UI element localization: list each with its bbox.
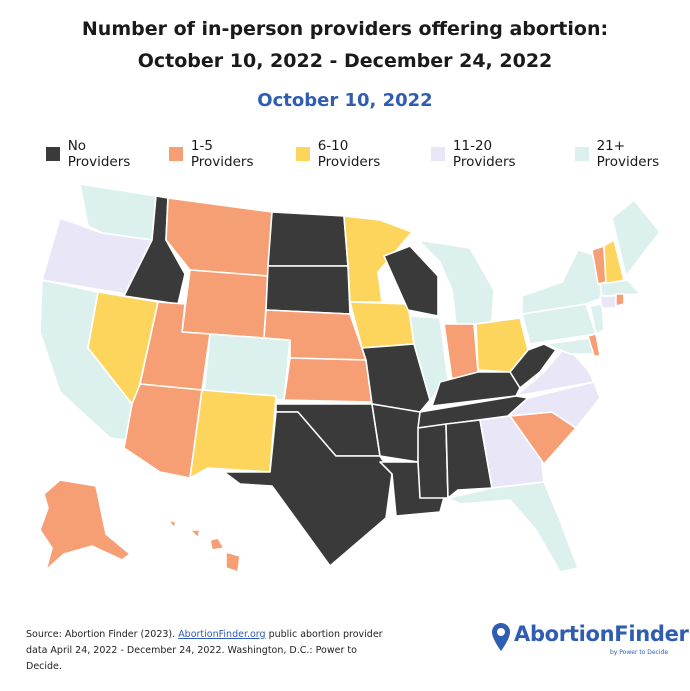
legend-label: No Providers bbox=[67, 138, 131, 170]
chart-title-line2: October 10, 2022 - December 24, 2022 bbox=[137, 50, 553, 72]
logo-tagline: by Power to Decide bbox=[610, 649, 669, 656]
legend-item-11-20: 11-20 Providers bbox=[431, 138, 557, 170]
legend-label: 11-20 Providers bbox=[452, 138, 516, 170]
legend-label: 1-5 Providers bbox=[190, 138, 254, 170]
state-WI bbox=[383, 245, 439, 317]
legend-swatch bbox=[46, 147, 60, 161]
state-MT bbox=[165, 197, 273, 277]
state-AL bbox=[445, 419, 493, 499]
legend-item-21-plus: 21+ Providers bbox=[574, 138, 690, 170]
legend-swatch bbox=[431, 147, 445, 161]
state-CO bbox=[203, 333, 291, 401]
source-link[interactable]: AbortionFinder.org bbox=[178, 629, 266, 640]
legend-swatch bbox=[169, 147, 183, 161]
legend-item-6-10: 6-10 Providers bbox=[296, 138, 413, 170]
us-map bbox=[39, 183, 661, 573]
state-MN bbox=[343, 215, 413, 303]
legend-swatch bbox=[296, 147, 310, 161]
state-AK bbox=[39, 479, 131, 571]
source-suffix: public abortion provider data April 24, … bbox=[26, 629, 383, 672]
legend-item-none: No Providers bbox=[46, 138, 151, 170]
state-IA bbox=[349, 301, 415, 349]
location-pin-icon bbox=[492, 623, 510, 651]
logo-wordmark: AbortionFinder bbox=[514, 622, 689, 646]
state-AZ bbox=[123, 383, 203, 479]
state-NM bbox=[189, 389, 277, 479]
state-MS bbox=[417, 423, 449, 499]
legend: No Providers 1-5 Providers 6-10 Provider… bbox=[46, 138, 690, 170]
legend-swatch bbox=[574, 147, 589, 161]
abortionfinder-logo: AbortionFinder by Power to Decide bbox=[492, 620, 689, 660]
date-label: October 10, 2022 bbox=[257, 90, 433, 111]
source-note: Source: Abortion Finder (2023). Abortion… bbox=[26, 627, 386, 675]
state-FL bbox=[447, 481, 579, 573]
state-IN bbox=[443, 323, 479, 381]
state-CT bbox=[599, 295, 617, 309]
legend-item-1-5: 1-5 Providers bbox=[169, 138, 278, 170]
chart-title-line1: Number of in-person providers offering a… bbox=[81, 18, 609, 40]
state-NY bbox=[521, 249, 603, 315]
state-WV bbox=[509, 343, 557, 389]
state-MA bbox=[599, 279, 641, 297]
legend-label: 21+ Providers bbox=[596, 138, 660, 170]
state-RI bbox=[615, 293, 625, 307]
state-VA bbox=[515, 345, 595, 397]
state-ND bbox=[267, 211, 349, 267]
state-AR bbox=[371, 403, 421, 463]
legend-label: 6-10 Providers bbox=[317, 138, 381, 170]
state-KS bbox=[283, 357, 373, 403]
source-prefix: Source: Abortion Finder (2023). bbox=[26, 629, 179, 640]
state-WY bbox=[181, 269, 269, 339]
state-DE bbox=[587, 333, 601, 357]
state-NC bbox=[507, 381, 601, 429]
state-NJ bbox=[589, 303, 605, 335]
state-SD bbox=[265, 265, 351, 315]
state-HI bbox=[167, 519, 241, 573]
state-ME bbox=[611, 199, 661, 277]
